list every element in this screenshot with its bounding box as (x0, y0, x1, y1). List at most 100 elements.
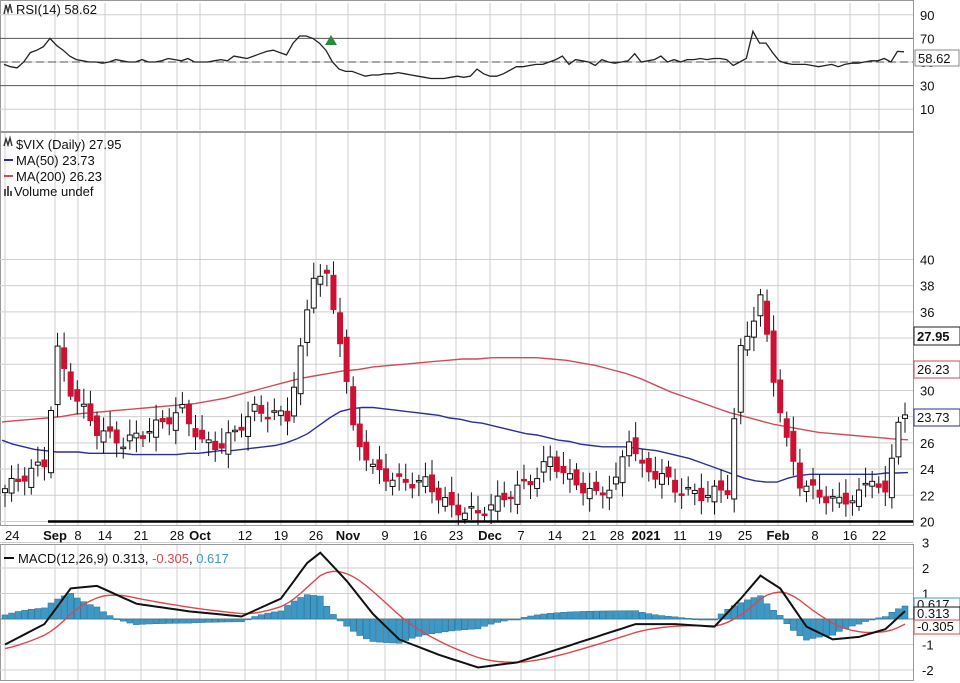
candle (74, 380, 81, 415)
x-axis-label: Feb (766, 528, 789, 543)
macd-histogram-bar (566, 611, 574, 620)
macd-histogram-bar (1, 614, 9, 620)
ma50-line (1, 406, 909, 483)
macd-histogram-bar (888, 611, 896, 620)
candle (146, 417, 153, 443)
macd-line (4, 551, 906, 669)
ma50-value-text: 23.73 (917, 410, 950, 425)
candle-body-up (757, 294, 764, 317)
candle-body-up (172, 412, 179, 431)
macd-histogram-bar (422, 618, 429, 636)
macd-histogram-bar (487, 618, 495, 625)
macd-histogram-bar (382, 618, 390, 643)
candle-body-up (836, 496, 843, 504)
macd-histogram-bar (28, 609, 35, 620)
candle-body-up (803, 485, 810, 493)
macd-histogram-bar (579, 611, 587, 620)
x-axis-label: 28 (170, 528, 184, 543)
candle-body-down (238, 426, 245, 431)
candle-body-down (166, 417, 173, 425)
x-axis-label: Dec (478, 528, 502, 543)
axis-labels: 9070503010403836343230282624222024Sep814… (5, 8, 934, 678)
candle-body-up (8, 477, 15, 494)
x-axis-label: 26 (309, 528, 323, 543)
macd-tick-label: -2 (922, 663, 934, 678)
candle-body-down (875, 483, 882, 488)
x-axis-label: 28 (610, 528, 624, 543)
rsi-legend-icon (3, 3, 13, 15)
macd-histogram-bar (428, 618, 436, 635)
candle-body-down (192, 428, 199, 438)
candle-body-down (520, 478, 527, 482)
candle-body-up (179, 404, 186, 409)
macd-histogram-bar (198, 618, 206, 623)
x-axis-label: 16 (843, 528, 857, 543)
macd-histogram-bar (776, 615, 784, 620)
candle-body-up (586, 487, 593, 500)
macd-tick-label: 3 (922, 536, 929, 551)
candle (632, 422, 639, 462)
candle (80, 388, 87, 419)
candle (606, 475, 613, 510)
candle-body-down (74, 389, 81, 402)
macd-histogram-bar (474, 618, 482, 630)
candle-body-down (842, 492, 849, 505)
candle (323, 264, 330, 287)
x-axis-label: Oct (189, 528, 211, 543)
candle (277, 405, 284, 426)
candle (612, 462, 619, 490)
macd-histogram-bar (862, 618, 869, 622)
candle-body-down (718, 480, 725, 491)
macd-histogram-bar (573, 611, 580, 620)
macd-tick-label: -1 (922, 638, 934, 653)
macd-histogram-bar (757, 595, 764, 620)
candle (422, 462, 429, 494)
candle (580, 472, 587, 506)
candle-body-up (277, 410, 284, 416)
macd-histogram-bar (113, 618, 120, 620)
macd-histogram-bar (501, 618, 508, 622)
candle-body-down (599, 492, 606, 496)
candle-body-up (28, 467, 35, 488)
macd-histogram-bar (146, 618, 153, 625)
macd-histogram-bar (704, 618, 712, 621)
candle-body-up (685, 486, 692, 490)
candle-body-up (146, 430, 153, 434)
ma50-legend-text: MA(50) 23.73 (16, 153, 95, 168)
macd-histogram-bar (343, 618, 350, 627)
candle-body-down (724, 490, 731, 496)
macd-signal-flag (913, 619, 960, 635)
candle (139, 431, 146, 447)
macd-histogram-bar (652, 614, 659, 620)
candle-body-up (120, 446, 127, 450)
rsi-value-text: 58.62 (918, 51, 951, 66)
rsi-layer (0, 29, 913, 80)
macd-histogram-bar (842, 618, 850, 629)
candle (291, 372, 298, 423)
macd-histogram-bar (494, 618, 501, 623)
candle-body-down (264, 416, 271, 420)
candle-body-up (47, 409, 54, 474)
macd-histogram-bar (711, 618, 718, 621)
candle-body-down (61, 347, 68, 369)
candle-body-up (34, 461, 41, 466)
candle-body-up (566, 473, 573, 480)
candle (231, 425, 238, 442)
macd-histogram-bar (238, 618, 245, 623)
candle (560, 452, 567, 485)
candle-body-down (376, 459, 383, 471)
candle (481, 506, 488, 522)
candle-body-up (317, 275, 324, 285)
rsi-value-flag (914, 49, 960, 67)
macd-histogram-bar (533, 614, 541, 620)
candle-body-up (540, 461, 547, 473)
candle (856, 477, 863, 511)
macd-histogram-bar (698, 618, 705, 621)
rsi-tick-label: 30 (920, 79, 934, 94)
candle (28, 459, 35, 495)
macd-histogram-bar (159, 618, 166, 624)
candle (310, 262, 317, 314)
candle-body-up (902, 414, 908, 419)
candle-body-down (527, 481, 534, 486)
